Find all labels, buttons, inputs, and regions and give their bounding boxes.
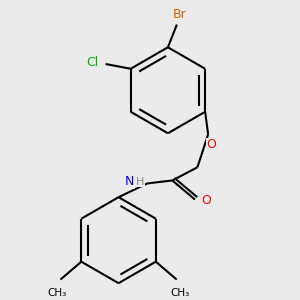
Text: CH₃: CH₃ xyxy=(170,288,189,298)
Text: O: O xyxy=(201,194,211,207)
Text: Cl: Cl xyxy=(86,56,99,69)
Text: H: H xyxy=(136,177,144,187)
Text: CH₃: CH₃ xyxy=(48,288,67,298)
Text: O: O xyxy=(206,138,216,151)
Text: N: N xyxy=(124,175,134,188)
Text: Br: Br xyxy=(173,8,187,21)
